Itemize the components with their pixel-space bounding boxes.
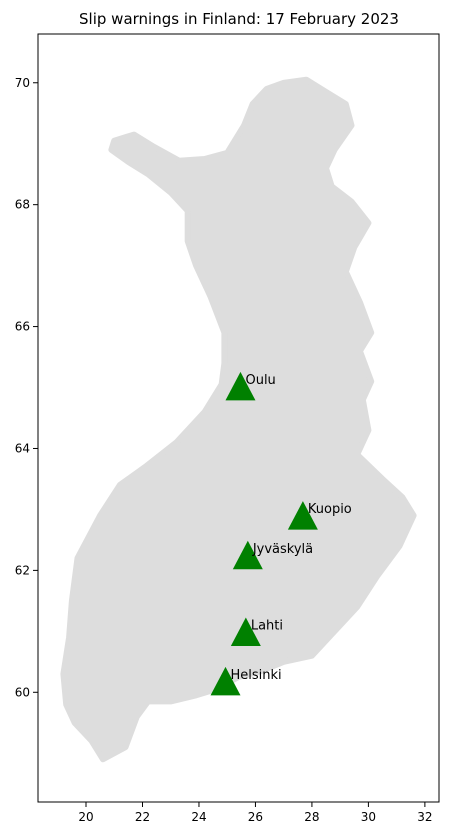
x-tick-label-2: 24 xyxy=(191,810,206,824)
x-tick-label-1: 22 xyxy=(135,810,150,824)
y-tick-label-5: 70 xyxy=(15,76,30,90)
city-marker-2 xyxy=(232,540,263,570)
x-tick-label-6: 32 xyxy=(417,810,432,824)
x-tick-label-4: 28 xyxy=(304,810,319,824)
finland-land-area xyxy=(60,76,417,763)
city-marker-4 xyxy=(210,666,241,696)
x-tick-label-5: 30 xyxy=(361,810,376,824)
city-label-1: Kuopio xyxy=(308,502,352,517)
chart-title: Slip warnings in Finland: 17 February 20… xyxy=(79,10,399,28)
city-label-4: Helsinki xyxy=(231,668,282,683)
y-tick-label-3: 66 xyxy=(15,320,30,334)
city-marker-3 xyxy=(230,617,261,647)
y-tick-label-1: 62 xyxy=(15,563,30,577)
city-label-0: Oulu xyxy=(245,373,275,388)
city-label-2: Jyväskylä xyxy=(252,542,313,557)
x-tick-label-3: 26 xyxy=(248,810,263,824)
city-marker-0 xyxy=(225,371,256,401)
y-tick-label-2: 64 xyxy=(15,441,30,455)
city-marker-1 xyxy=(287,501,318,530)
plot-frame xyxy=(37,33,440,803)
city-label-3: Lahti xyxy=(251,619,283,634)
y-tick-label-0: 60 xyxy=(15,685,30,699)
x-tick-label-0: 20 xyxy=(78,810,93,824)
y-tick-label-4: 68 xyxy=(15,198,30,212)
